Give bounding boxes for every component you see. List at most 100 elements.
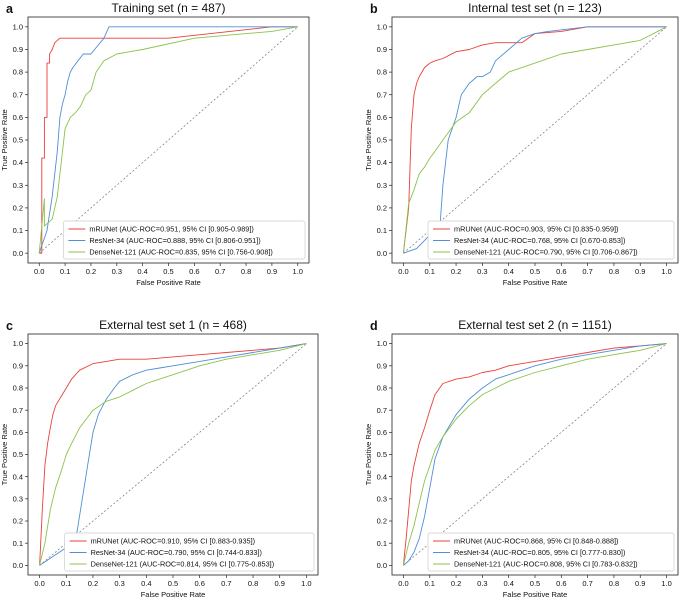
x-tick-label: 1.0 (661, 579, 671, 588)
roc-curve-2 (402, 26, 667, 254)
y-tick-label: 0.8 (13, 68, 23, 77)
x-tick-label: 0.9 (635, 579, 645, 588)
x-tick-label: 0.0 (34, 579, 44, 588)
x-tick-label: 0.7 (221, 579, 231, 588)
roc-curve-1 (38, 26, 298, 254)
y-tick-label: 0.3 (13, 494, 23, 503)
legend-entry: DenseNet-121 (AUC-ROC=0.814, 95% CI [0.7… (91, 560, 275, 569)
legend-entry: mRUNet (AUC-ROC=0.910, 95% CI [0.883-0.9… (91, 537, 255, 546)
x-tick-label: 0.0 (398, 579, 408, 588)
panel-title: External test set 2 (n = 1151) (458, 318, 612, 332)
roc-panel-c: 0.0 0.1 0.2 0.3 0.4 0.5 0.6 0.7 0.8 0.9 1.0 0.0 0.1 0… (0, 318, 319, 597)
roc-curve-2 (38, 26, 298, 254)
x-tick-label: 0.1 (425, 579, 435, 588)
y-tick-label: 0.4 (377, 472, 387, 481)
legend-entry: ResNet-34 (AUC-ROC=0.768, 95% CI [0.670-… (454, 236, 625, 245)
x-tick-label: 0.8 (241, 267, 251, 276)
x-axis-label: False Positive Rate (503, 278, 568, 287)
legend-entry: DenseNet-121 (AUC-ROC=0.835, 95% CI [0.7… (89, 248, 273, 257)
legend-entry: DenseNet-121 (AUC-ROC=0.808, 95% CI [0.7… (454, 560, 638, 569)
y-tick-label: 0.9 (377, 361, 387, 370)
y-tick-label: 0.8 (377, 384, 387, 393)
y-tick-label: 0.1 (13, 226, 23, 235)
y-axis-label: True Positive Rate (364, 424, 373, 485)
y-tick-label: 0.1 (377, 226, 387, 235)
x-tick-label: 0.1 (425, 267, 435, 276)
legend-box (62, 220, 306, 260)
legend-entry: mRUNet (AUC-ROC=0.903, 95% CI [0.835-0.9… (454, 225, 618, 234)
roc-curve-1 (39, 343, 307, 566)
x-tick-label: 0.9 (275, 579, 285, 588)
y-tick-label: 0.2 (13, 517, 23, 526)
x-tick-label: 1.0 (293, 267, 303, 276)
y-tick-label: 0.0 (377, 561, 387, 570)
y-tick-label: 0.0 (13, 561, 23, 570)
y-tick-label: 0.4 (13, 472, 23, 481)
x-tick-label: 0.8 (609, 267, 619, 276)
y-tick-label: 1.0 (377, 22, 387, 31)
roc-curve-2 (402, 343, 667, 566)
x-tick-label: 0.7 (582, 579, 592, 588)
chance-diagonal-line (403, 343, 667, 566)
legend-entry: ResNet-34 (AUC-ROC=0.790, 95% CI [0.744-… (91, 548, 262, 557)
x-tick-label: 0.2 (451, 267, 461, 276)
panel-title: Training set (n = 487) (112, 1, 226, 15)
x-tick-label: 0.2 (451, 579, 461, 588)
y-tick-label: 0.4 (377, 158, 387, 167)
chance-diagonal-line (39, 343, 307, 566)
y-tick-label: 0.1 (13, 539, 23, 548)
y-tick-label: 0.5 (377, 136, 387, 145)
x-tick-label: 0.0 (34, 267, 44, 276)
x-tick-label: 0.0 (398, 267, 408, 276)
y-tick-label: 0.4 (13, 158, 23, 167)
y-tick-label: 1.0 (377, 339, 387, 348)
x-tick-label: 0.5 (530, 267, 540, 276)
x-tick-label: 0.4 (137, 267, 147, 276)
y-tick-label: 0.6 (377, 428, 387, 437)
legend-entry: ResNet-34 (AUC-ROC=0.805, 95% CI [0.777-… (454, 548, 625, 557)
panel-letter: a (6, 2, 14, 16)
chance-diagonal-line (403, 26, 667, 254)
y-tick-label: 0.6 (377, 113, 387, 122)
y-tick-label: 0.7 (13, 90, 23, 99)
y-tick-label: 0.5 (377, 450, 387, 459)
y-tick-label: 0.2 (377, 517, 387, 526)
legend-entry: mRUNet (AUC-ROC=0.868, 95% CI [0.848-0.8… (454, 537, 618, 546)
roc-panel-a: 0.0 0.1 0.2 0.3 0.4 0.5 0.6 0.7 0.8 0.9 1.0 0.0 0.1 0… (0, 1, 310, 287)
x-tick-label: 0.5 (163, 267, 173, 276)
x-tick-label: 0.5 (530, 579, 540, 588)
legend-box (64, 532, 315, 572)
y-tick-label: 0.9 (13, 361, 23, 370)
y-tick-label: 0.3 (377, 494, 387, 503)
x-axis-label: False Positive Rate (141, 590, 206, 597)
y-tick-label: 1.0 (13, 22, 23, 31)
y-axis-label: True Positive Rate (0, 109, 9, 170)
x-tick-label: 0.4 (503, 267, 513, 276)
roc-curve-0 (402, 343, 667, 566)
x-tick-label: 0.3 (477, 579, 487, 588)
x-tick-label: 0.2 (88, 579, 98, 588)
panel-title: Internal test set (n = 123) (468, 1, 602, 15)
legend-entry: ResNet-34 (AUC-ROC=0.888, 95% CI [0.806-… (89, 236, 260, 245)
roc-panel-b: 0.0 0.1 0.2 0.3 0.4 0.5 0.6 0.7 0.8 0.9 1.0 0.0 0.1 0… (364, 1, 679, 287)
y-tick-label: 0.0 (13, 249, 23, 258)
y-tick-label: 0.3 (13, 181, 23, 190)
panel-letter: d (370, 319, 378, 333)
legend-entry: DenseNet-121 (AUC-ROC=0.790, 95% CI [0.7… (454, 248, 638, 257)
y-tick-label: 0.5 (13, 450, 23, 459)
roc-curve-1 (403, 343, 667, 566)
y-tick-label: 0.7 (13, 406, 23, 415)
y-tick-label: 0.6 (13, 113, 23, 122)
roc-curve-2 (39, 343, 307, 566)
x-tick-label: 0.7 (215, 267, 225, 276)
x-tick-label: 0.5 (168, 579, 178, 588)
x-tick-label: 0.3 (114, 579, 124, 588)
y-tick-label: 0.7 (377, 406, 387, 415)
x-tick-label: 0.4 (503, 579, 513, 588)
roc-panel-d: 0.0 0.1 0.2 0.3 0.4 0.5 0.6 0.7 0.8 0.9 1.0 0.0 0.1 0… (364, 318, 679, 597)
x-tick-label: 0.4 (141, 579, 151, 588)
roc-curve-0 (39, 343, 307, 566)
x-tick-label: 0.7 (582, 267, 592, 276)
x-tick-label: 0.2 (86, 267, 96, 276)
